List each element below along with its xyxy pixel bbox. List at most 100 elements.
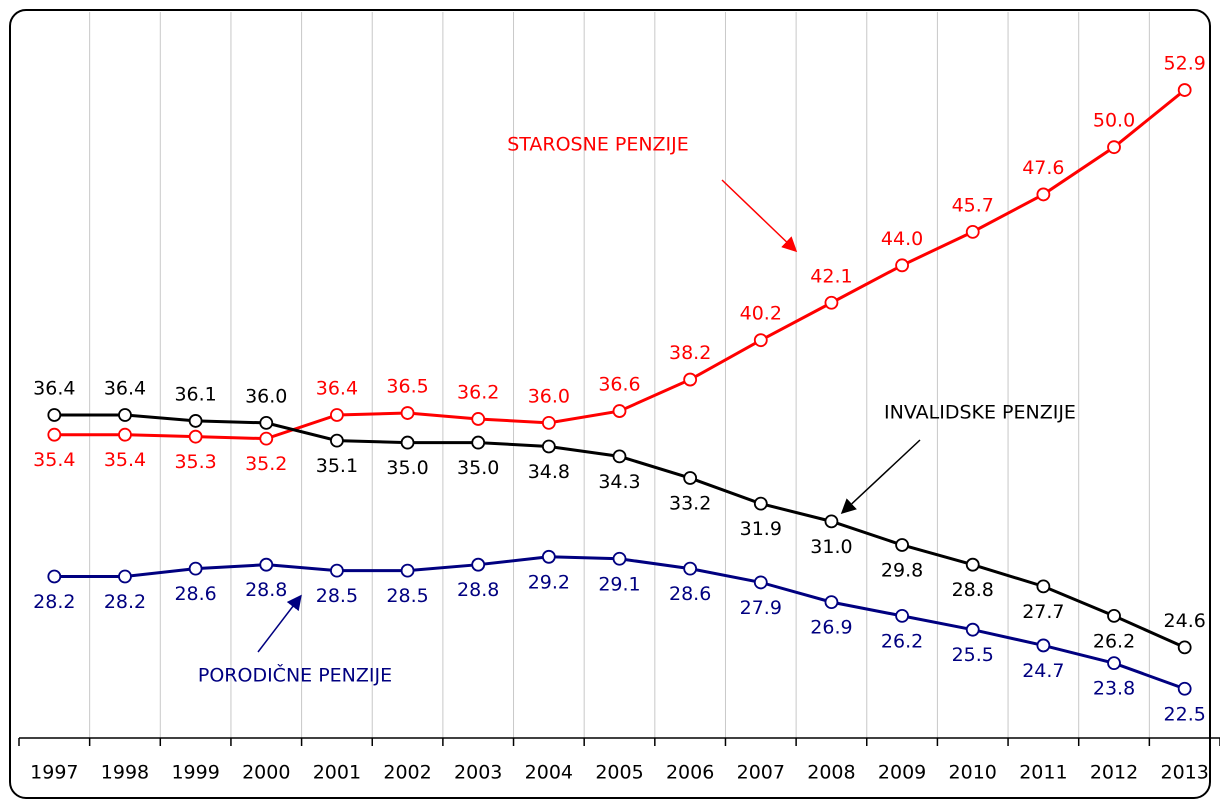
data-label: 28.8	[245, 579, 287, 601]
data-label: 42.1	[810, 265, 852, 287]
marker	[683, 471, 698, 485]
marker	[1107, 140, 1121, 155]
marker	[47, 427, 62, 442]
marker	[400, 406, 415, 420]
marker	[118, 408, 132, 422]
x-tick-label: 2002	[383, 762, 431, 784]
marker	[541, 439, 556, 454]
marker	[965, 224, 980, 239]
x-tick-label: 2007	[737, 762, 785, 784]
data-label: 28.8	[952, 579, 994, 601]
x-tick-label: 2010	[949, 762, 997, 784]
data-label: 28.5	[316, 585, 358, 607]
data-label: 47.6	[1022, 157, 1064, 179]
data-label: 38.2	[669, 342, 711, 364]
data-label: 26.2	[881, 630, 923, 652]
plot	[47, 83, 1192, 696]
data-label: 36.2	[457, 381, 499, 403]
marker	[400, 563, 415, 578]
marker	[541, 415, 556, 430]
marker	[330, 408, 344, 422]
data-label: 28.2	[104, 591, 146, 613]
marker	[1107, 608, 1121, 623]
data-label: 33.2	[669, 493, 711, 515]
marker	[1036, 187, 1051, 202]
data-label: 23.8	[1093, 678, 1135, 700]
x-tick-label: 2006	[666, 762, 714, 784]
x-tick-label: 2003	[454, 762, 502, 784]
marker	[188, 414, 203, 428]
x-tick-label: 2013	[1160, 762, 1208, 784]
data-label: 29.2	[528, 571, 570, 593]
marker	[612, 449, 627, 464]
marker	[612, 404, 627, 418]
data-label: 28.2	[33, 591, 75, 613]
data-label: 45.7	[952, 194, 994, 216]
arrow	[257, 594, 302, 653]
series-annotation: STAROSNE PENZIJE	[507, 134, 689, 156]
data-label: 27.7	[1022, 601, 1064, 623]
data-label: 31.0	[810, 536, 852, 558]
series-annotation: INVALIDSKE PENZIJE	[884, 402, 1076, 424]
data-label: 35.4	[33, 449, 75, 471]
marker	[753, 496, 768, 511]
marker	[471, 412, 486, 426]
x-tick-label: 2012	[1090, 762, 1138, 784]
x-tick-label: 2004	[525, 762, 573, 784]
marker	[1036, 638, 1051, 653]
x-tick-label: 2009	[878, 762, 926, 784]
data-label: 28.5	[386, 585, 428, 607]
marker	[965, 622, 980, 637]
data-label: 35.3	[174, 451, 216, 473]
marker	[895, 538, 909, 552]
marker	[965, 557, 980, 572]
data-label: 35.2	[245, 453, 287, 475]
data-label: 50.0	[1093, 110, 1135, 132]
data-label: 35.4	[104, 449, 146, 471]
data-label: 36.5	[386, 376, 428, 398]
data-label: 25.5	[952, 644, 994, 666]
marker	[683, 372, 698, 387]
data-label: 26.9	[810, 617, 852, 639]
x-tick-label: 2005	[595, 762, 643, 784]
marker	[541, 549, 556, 564]
marker	[824, 595, 839, 610]
data-label: 24.7	[1022, 660, 1064, 682]
marker	[1177, 640, 1192, 655]
x-tick-label: 2008	[807, 762, 855, 784]
marker	[188, 561, 203, 576]
data-label: 27.9	[740, 597, 782, 619]
marker	[330, 433, 344, 448]
data-label: 36.4	[316, 378, 358, 400]
data-label: 29.1	[598, 573, 640, 595]
marker	[683, 561, 698, 576]
data-label: 28.8	[457, 579, 499, 601]
x-tick-label: 2001	[313, 762, 361, 784]
marker	[895, 258, 909, 273]
data-label: 44.0	[881, 228, 923, 250]
data-label: 26.2	[1093, 630, 1135, 652]
arrow	[840, 439, 921, 515]
data-label: 28.6	[174, 583, 216, 605]
marker	[259, 415, 274, 430]
marker	[1177, 83, 1192, 97]
data-label: 34.8	[528, 461, 570, 483]
data-label: 35.0	[457, 457, 499, 479]
marker	[471, 435, 486, 450]
marker	[259, 431, 274, 446]
data-label: 28.6	[669, 583, 711, 605]
data-label: 36.1	[174, 383, 216, 405]
data-label: 22.5	[1164, 703, 1206, 725]
data-label: 40.2	[740, 303, 782, 325]
data-label: 52.9	[1164, 53, 1206, 75]
data-label: 36.6	[598, 374, 640, 396]
data-label: 29.8	[881, 559, 923, 581]
marker	[1036, 579, 1051, 594]
marker	[471, 557, 486, 572]
marker	[824, 514, 839, 529]
data-label: 35.0	[386, 457, 428, 479]
marker	[753, 575, 768, 590]
marker	[400, 435, 415, 450]
chart-border	[9, 9, 1211, 799]
